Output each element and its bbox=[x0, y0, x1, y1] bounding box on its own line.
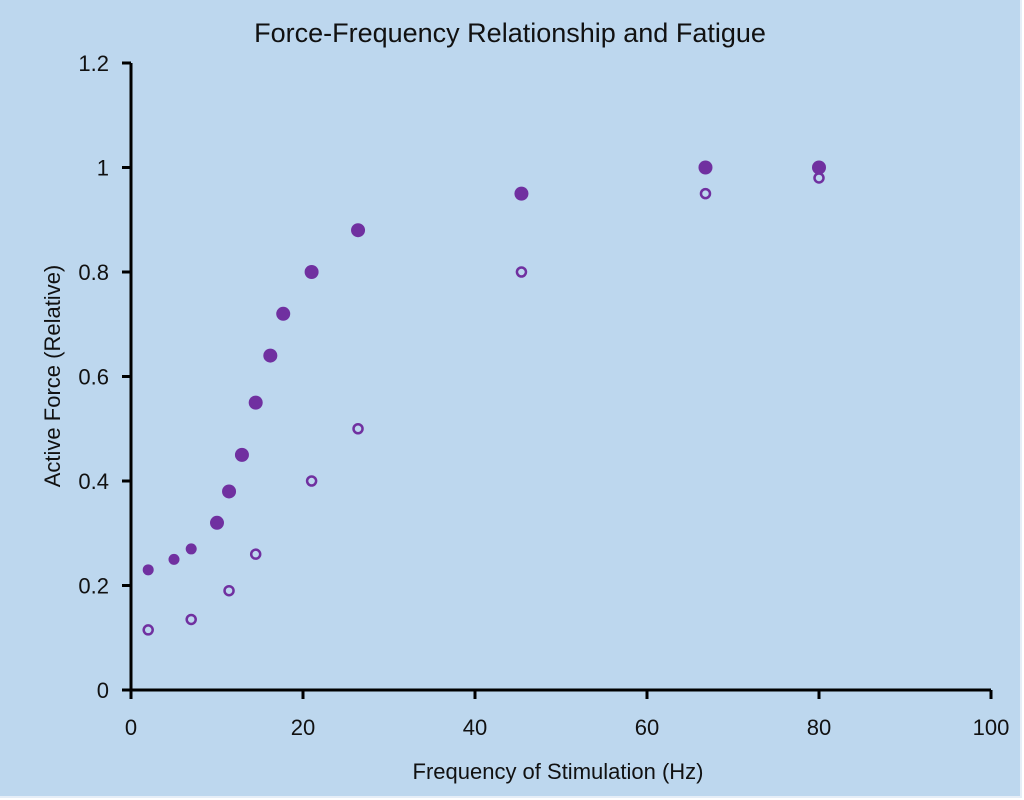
data-point-filled bbox=[234, 447, 249, 462]
y-ticks: 0 0.2 0.4 0.6 0.8 1 1.2 bbox=[78, 51, 131, 703]
y-tick-label: 0.2 bbox=[78, 574, 109, 599]
y-tick-label: 0.8 bbox=[78, 260, 109, 285]
x-tick-label: 60 bbox=[635, 715, 659, 740]
data-point-filled bbox=[185, 543, 197, 555]
y-tick-label: 1.2 bbox=[78, 51, 109, 76]
data-points bbox=[142, 160, 826, 636]
data-point-open bbox=[185, 613, 197, 626]
y-tick-label: 0 bbox=[97, 678, 109, 703]
data-point-filled bbox=[304, 265, 319, 279]
data-point-open bbox=[699, 187, 712, 200]
data-point-open bbox=[223, 584, 235, 597]
x-tick-label: 40 bbox=[463, 715, 487, 740]
data-point-open bbox=[249, 548, 262, 560]
data-point-open bbox=[305, 475, 318, 487]
data-point-open bbox=[515, 266, 528, 278]
data-point-filled bbox=[812, 160, 826, 175]
data-point-filled bbox=[142, 564, 154, 576]
data-point-filled bbox=[210, 515, 224, 530]
x-tick-label: 80 bbox=[807, 715, 831, 740]
x-axis-label: Frequency of Stimulation (Hz) bbox=[413, 759, 704, 784]
data-point-filled bbox=[263, 348, 278, 363]
data-point-open bbox=[142, 624, 154, 636]
data-point-filled bbox=[168, 553, 180, 565]
y-tick-label: 0.4 bbox=[78, 469, 109, 494]
x-tick-label: 100 bbox=[973, 715, 1010, 740]
chart-title: Force-Frequency Relationship and Fatigue bbox=[254, 18, 766, 48]
data-point-filled bbox=[222, 484, 237, 499]
data-point-filled bbox=[514, 186, 529, 201]
x-tick-label: 20 bbox=[291, 715, 315, 740]
data-point-filled bbox=[248, 395, 263, 410]
data-point-filled bbox=[276, 306, 291, 321]
data-point-open bbox=[813, 172, 825, 184]
axes bbox=[129, 63, 991, 692]
data-point-filled bbox=[698, 160, 713, 175]
data-point-filled bbox=[351, 223, 366, 238]
y-tick-label: 0.6 bbox=[78, 365, 109, 390]
x-tick-label: 0 bbox=[125, 715, 137, 740]
data-point-open bbox=[352, 423, 364, 435]
x-ticks: 0 20 40 60 80 100 bbox=[125, 690, 1009, 740]
y-axis-label: Active Force (Relative) bbox=[40, 265, 65, 488]
y-tick-label: 1 bbox=[97, 156, 109, 181]
